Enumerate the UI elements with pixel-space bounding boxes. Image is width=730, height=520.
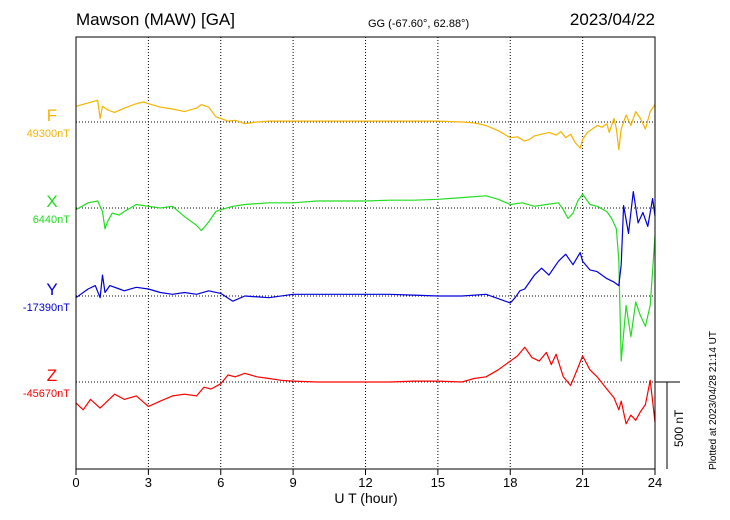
series-name-z: Z <box>47 366 57 385</box>
series-baseline-value-f: 49300nT <box>27 128 71 140</box>
x-tick-label-3: 3 <box>145 475 152 490</box>
scale-bar-label: 500 nT <box>672 409 686 447</box>
station-title: Mawson (MAW) [GA] <box>76 10 235 29</box>
series-baseline-value-z: -45670nT <box>23 388 70 400</box>
series-baseline-value-y: -17390nT <box>23 302 70 314</box>
plotted-at-note: Plotted at 2023/04/28 21:14 UT <box>708 331 719 470</box>
x-axis-label: U T (hour) <box>334 490 397 506</box>
scale-bar: 500 nT <box>655 381 686 469</box>
x-tick-label-12: 12 <box>358 475 372 490</box>
series-line-y <box>75 191 656 304</box>
series-line-z <box>75 346 656 425</box>
series-baseline-value-x: 6440nT <box>33 214 71 226</box>
grid-lines <box>147 37 584 469</box>
series-name-f: F <box>47 106 57 125</box>
series-name-x: X <box>46 192 57 211</box>
x-tick-label-0: 0 <box>72 475 79 490</box>
x-tick-label-15: 15 <box>431 475 445 490</box>
x-tick-label-21: 21 <box>575 475 589 490</box>
x-tick-label-6: 6 <box>217 475 224 490</box>
series-labels: F 49300nT X 6440nT Y -17390nT Z -45670nT <box>23 106 70 400</box>
coordinates-label: GG (-67.60°, 62.88°) <box>368 18 469 30</box>
series-lines <box>75 99 656 425</box>
date-label: 2023/04/22 <box>570 10 655 29</box>
x-tick-label-18: 18 <box>503 475 517 490</box>
series-line-f <box>75 99 656 151</box>
series-line-x <box>75 193 656 362</box>
x-tick-label-9: 9 <box>290 475 297 490</box>
series-name-y: Y <box>46 280 57 299</box>
x-tick-label-24: 24 <box>648 475 662 490</box>
series-baselines <box>76 121 655 383</box>
x-ticks: 0 3 6 9 12 15 18 21 24 <box>72 469 662 490</box>
